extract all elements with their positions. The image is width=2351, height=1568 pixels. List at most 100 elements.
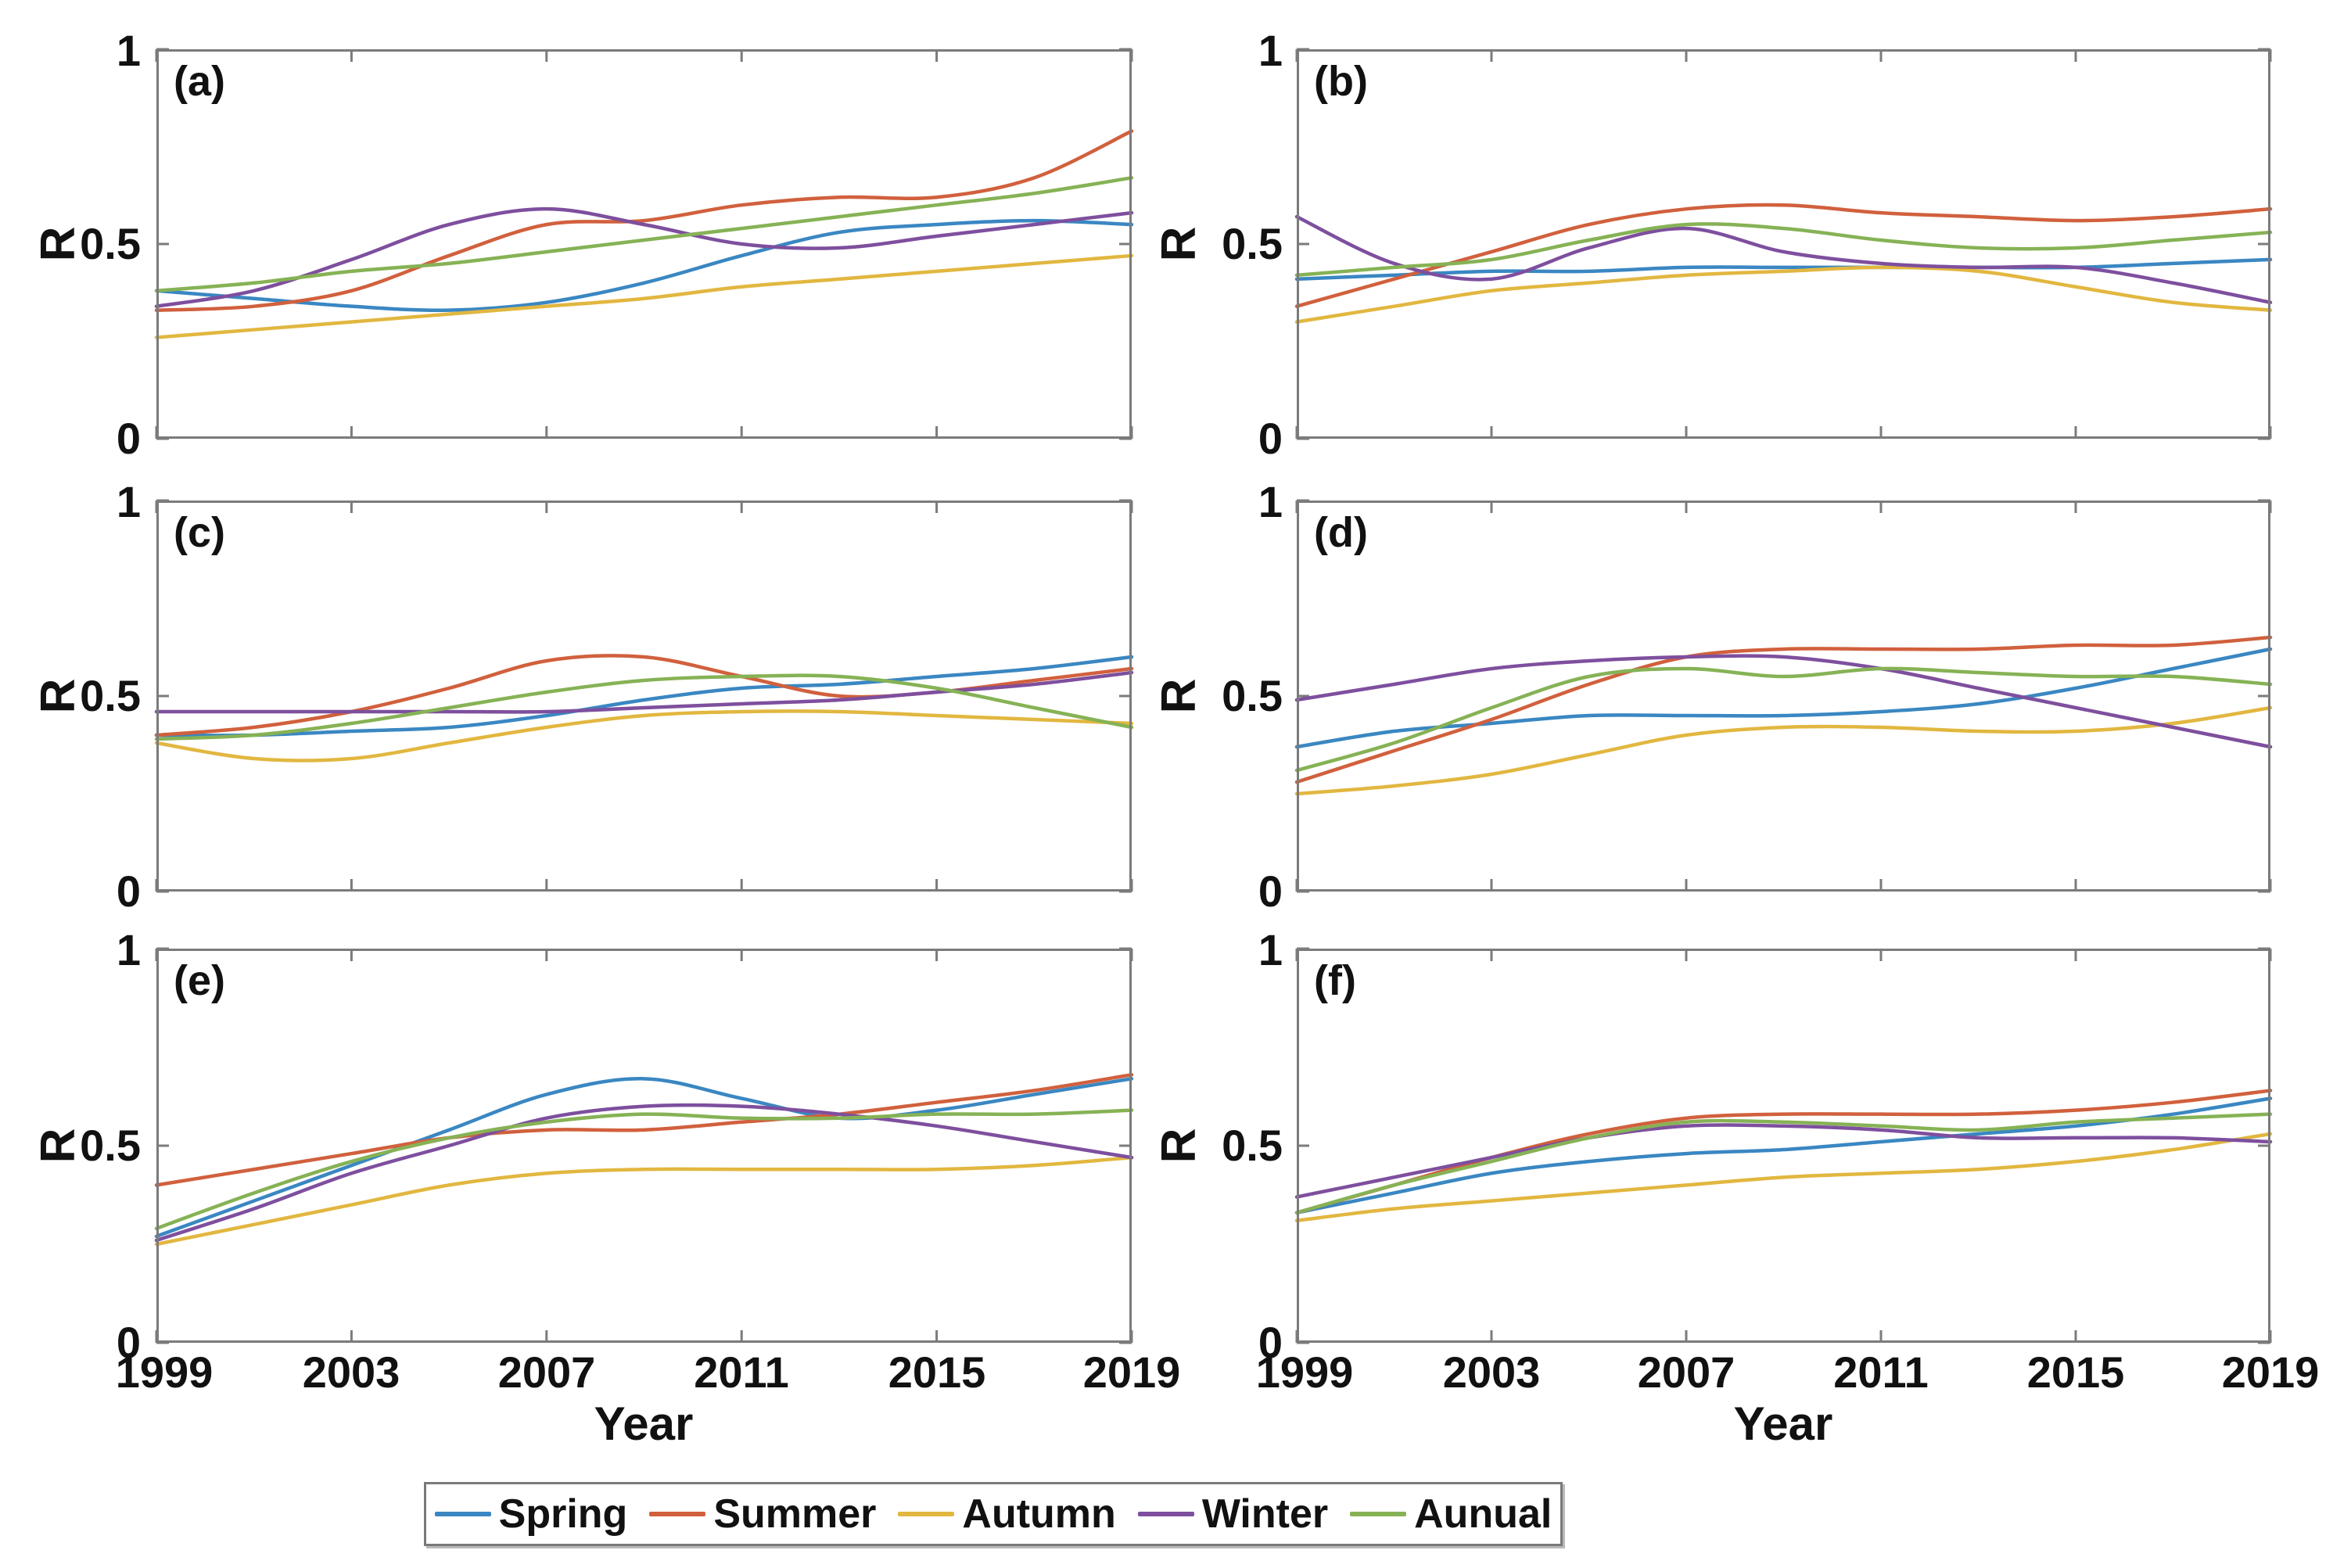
panel-e: (e)	[154, 947, 1134, 1344]
series-autumn	[154, 709, 1134, 762]
xtick-e-1999: 1999	[115, 1347, 214, 1397]
xtick-f-2003: 2003	[1442, 1347, 1541, 1397]
ytick-a-0: 0	[116, 414, 141, 463]
series-summer	[154, 129, 1134, 312]
xtick-f-2007: 2007	[1637, 1347, 1735, 1397]
legend-item-aunual: Aunual	[1350, 1491, 1552, 1538]
ytick-c-05: 0.5	[80, 671, 141, 720]
series-summer	[154, 654, 1134, 737]
panel-b-label: (b)	[1314, 58, 1368, 105]
panel-a-label: (a)	[174, 58, 225, 105]
series-spring	[154, 1077, 1134, 1239]
plot-area-(e)	[154, 947, 1134, 1344]
aunual-line-swatch	[1350, 1512, 1407, 1516]
series-autumn	[154, 1155, 1134, 1247]
xtick-f-2011: 2011	[1833, 1347, 1929, 1397]
panel-f-label: (f)	[1314, 957, 1356, 1004]
legend-item-spring: Spring	[434, 1491, 628, 1538]
ytick-b-05: 0.5	[1222, 219, 1283, 268]
plot-area-(c)	[154, 499, 1134, 893]
panel-a: (a)	[154, 48, 1134, 440]
panel-f: (f)	[1294, 947, 2273, 1344]
xtick-f-2019: 2019	[2221, 1347, 2320, 1397]
series-aunual	[154, 673, 1134, 741]
series-aunual	[1294, 222, 2273, 278]
xlabel-left: Year	[594, 1398, 694, 1450]
panel-b: (b)	[1294, 48, 2273, 440]
xtick-e-2019: 2019	[1082, 1347, 1181, 1397]
ylabel-f: R	[1152, 1128, 1206, 1164]
ylabel-d: R	[1152, 678, 1206, 714]
legend-label-winter: Winter	[1201, 1491, 1329, 1537]
xtick-e-2003: 2003	[302, 1347, 400, 1397]
series-autumn	[1294, 1132, 2273, 1223]
ytick-d-0: 0	[1258, 867, 1283, 916]
xtick-e-2011: 2011	[694, 1347, 789, 1397]
plot-area-(a)	[154, 48, 1134, 440]
panel-c-label: (c)	[174, 509, 225, 556]
ytick-e-1: 1	[116, 925, 141, 974]
ytick-a-1: 1	[116, 26, 141, 75]
series-summer	[154, 1073, 1134, 1187]
xtick-f-1999: 1999	[1255, 1347, 1354, 1397]
ytick-f-05: 0.5	[1222, 1121, 1283, 1170]
series-summer	[1294, 635, 2273, 784]
legend-label-spring: Spring	[498, 1491, 628, 1537]
legend-item-autumn: Autumn	[898, 1491, 1116, 1538]
panel-e-label: (e)	[174, 957, 225, 1004]
winter-line-swatch	[1137, 1512, 1194, 1516]
series-winter	[154, 1103, 1134, 1243]
series-autumn	[1294, 705, 2273, 796]
series-autumn	[1294, 265, 2273, 324]
ytick-f-0: 0	[1258, 1318, 1283, 1367]
ytick-e-0: 0	[116, 1318, 141, 1367]
ylabel-a: R	[31, 226, 85, 262]
legend-box: Spring Summer Autumn Winter Aunual	[424, 1482, 1563, 1546]
ytick-d-05: 0.5	[1222, 671, 1283, 720]
plot-area-(d)	[1294, 499, 2273, 893]
legend-item-winter: Winter	[1137, 1491, 1329, 1538]
spring-line-swatch	[434, 1512, 491, 1516]
series-aunual	[154, 176, 1134, 293]
series-aunual	[1294, 666, 2273, 773]
ytick-d-1: 1	[1258, 477, 1283, 526]
panel-c: (c)	[154, 499, 1134, 893]
legend-label-aunual: Aunual	[1414, 1491, 1552, 1537]
xtick-f-2015: 2015	[2026, 1347, 2125, 1397]
plot-area-(b)	[1294, 48, 2273, 440]
panel-d: (d)	[1294, 499, 2273, 893]
series-winter	[154, 670, 1134, 714]
xtick-e-2007: 2007	[497, 1347, 596, 1397]
legend-label-summer: Summer	[713, 1491, 877, 1537]
panel-d-label: (d)	[1314, 509, 1368, 556]
series-aunual	[154, 1108, 1134, 1231]
ytick-b-0: 0	[1258, 414, 1283, 463]
series-winter	[1294, 1123, 2273, 1199]
plot-area-(f)	[1294, 947, 2273, 1344]
series-spring	[1294, 257, 2273, 282]
ytick-e-05: 0.5	[80, 1121, 141, 1170]
series-autumn	[154, 253, 1134, 339]
series-aunual	[1294, 1112, 2273, 1215]
series-spring	[154, 218, 1134, 313]
ytick-c-1: 1	[116, 477, 141, 526]
series-winter	[1294, 654, 2273, 749]
legend-label-autumn: Autumn	[962, 1491, 1116, 1537]
series-summer	[1294, 1089, 2273, 1215]
ylabel-e: R	[31, 1128, 85, 1164]
xlabel-right: Year	[1733, 1398, 1833, 1450]
summer-line-swatch	[649, 1512, 706, 1516]
ytick-c-0: 0	[116, 867, 141, 916]
ytick-b-1: 1	[1258, 26, 1283, 75]
series-winter	[154, 206, 1134, 308]
series-spring	[1294, 647, 2273, 749]
autumn-line-swatch	[898, 1512, 955, 1516]
ylabel-c: R	[31, 678, 85, 714]
ytick-a-05: 0.5	[80, 219, 141, 268]
ytick-f-1: 1	[1258, 925, 1283, 974]
legend-item-summer: Summer	[649, 1491, 876, 1538]
xtick-e-2015: 2015	[888, 1347, 986, 1397]
ylabel-b: R	[1152, 226, 1206, 262]
series-spring	[154, 655, 1134, 737]
